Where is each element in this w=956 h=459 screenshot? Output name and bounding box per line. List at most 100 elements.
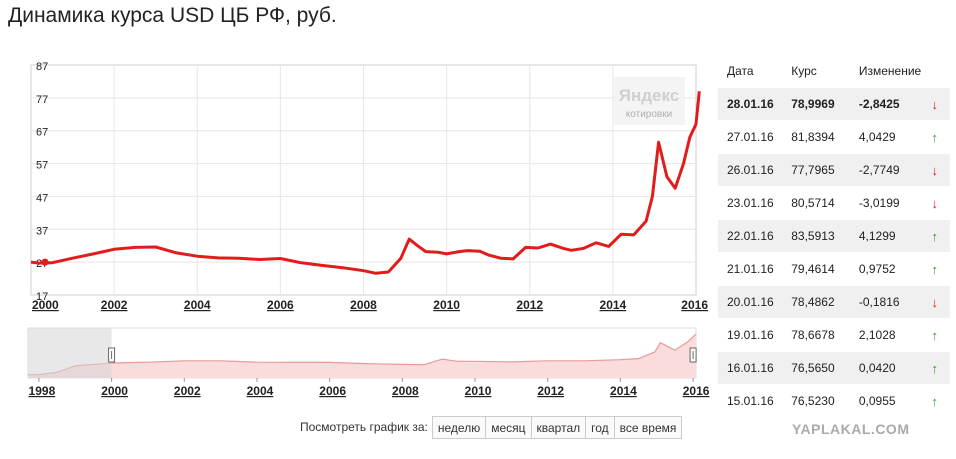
logo-box: [613, 77, 685, 125]
table-row: 15.01.16 76,5230 0,0955 ↑: [718, 384, 950, 417]
navigator-tick-label: 1998: [29, 384, 56, 398]
period-buttons: неделю месяц квартал год все время: [431, 415, 683, 439]
change-cell: 2,1028: [858, 318, 920, 352]
arrow-up-icon: ↑: [919, 351, 950, 385]
yandex-logo: Яндекс котировки: [613, 77, 685, 125]
date-cell: 21.01.16: [718, 252, 792, 286]
period-month-button[interactable]: месяц: [485, 416, 531, 438]
arrow-up-icon: ↑: [919, 252, 950, 286]
date-cell: 20.01.16: [718, 285, 792, 319]
table-row: 28.01.16 78,9969 -2,8425 ↓: [718, 87, 950, 121]
logo-text: Яндекс: [619, 86, 679, 105]
date-cell: 23.01.16: [718, 186, 792, 220]
rate-cell: 76,5650: [791, 351, 859, 385]
x-tick-label: 2006: [267, 298, 294, 312]
rate-cell: 80,5714: [791, 186, 859, 220]
change-cell: 0,9752: [858, 252, 920, 286]
navigator-tick-label: 2016: [683, 384, 710, 398]
table-row: 22.01.16 83,5913 4,1299 ↑: [718, 219, 950, 253]
table-row: 20.01.16 78,4862 -0,1816 ↓: [718, 285, 950, 319]
period-week-button[interactable]: неделю: [432, 416, 486, 438]
period-all-button[interactable]: все время: [613, 416, 682, 438]
change-cell: 4,0429: [858, 120, 920, 154]
arrow-down-icon: ↓: [919, 186, 950, 220]
rate-column-header: Курс: [791, 64, 817, 78]
x-tick-label: 2012: [516, 298, 543, 312]
right-drag-handle[interactable]: [689, 347, 697, 363]
arrow-down-icon: ↓: [919, 285, 950, 319]
arrow-up-icon: ↑: [919, 219, 950, 253]
usd-rate-line: [30, 91, 701, 275]
rate-cell: 78,9969: [791, 87, 859, 121]
period-quarter-button[interactable]: квартал: [530, 416, 586, 438]
rate-cell: 83,5913: [791, 219, 859, 253]
table-row: 23.01.16 80,5714 -3,0199 ↓: [718, 186, 950, 220]
change-cell: 0,0955: [858, 384, 920, 417]
y-tick-label: 17: [36, 291, 48, 303]
period-selector-label: Посмотреть график за:: [300, 420, 428, 434]
x-tick-label: 2014: [600, 298, 627, 312]
x-tick-label: 2000: [32, 298, 59, 312]
x-tick-label: 2016: [681, 298, 708, 312]
rate-cell: 81,8394: [791, 120, 859, 154]
rates-table-body: 28.01.16 78,9969 -2,8425 ↓ 27.01.16 81,8394 4,…: [718, 87, 950, 417]
y-tick-label: 87: [36, 61, 48, 73]
table-row: 26.01.16 77,7965 -2,7749 ↓: [718, 153, 950, 187]
date-cell: 26.01.16: [718, 153, 792, 187]
series-start-marker: [41, 258, 49, 266]
change-cell: -0,1816: [858, 285, 920, 319]
period-selector: Посмотреть график за: неделю месяц кварт…: [300, 415, 683, 439]
yaplakal-watermark: YAPLAKAL.COM: [792, 421, 910, 437]
date-cell: 27.01.16: [718, 120, 792, 154]
date-cell: 22.01.16: [718, 219, 792, 253]
y-tick-label: 37: [36, 225, 48, 237]
change-cell: -2,7749: [858, 153, 920, 187]
navigator-tick-label: 2014: [610, 384, 637, 398]
rate-cell: 78,4862: [791, 285, 859, 319]
date-cell: 28.01.16: [718, 87, 792, 121]
table-row: 27.01.16 81,8394 4,0429 ↑: [718, 120, 950, 154]
navigator-tick-label: 2008: [392, 384, 419, 398]
table-row: 21.01.16 79,4614 0,9752 ↑: [718, 252, 950, 286]
y-tick-label: 67: [36, 127, 48, 139]
navigator-tick-label: 2000: [101, 384, 128, 398]
navigator-tick-label: 2006: [319, 384, 346, 398]
arrow-up-icon: ↑: [919, 120, 950, 154]
period-year-button[interactable]: год: [585, 416, 614, 438]
navigator-line: [28, 333, 697, 376]
navigator-tick-label: 2012: [537, 384, 564, 398]
change-cell: -3,0199: [858, 186, 920, 220]
rate-cell: 78,6678: [791, 318, 859, 352]
y-tick-label: 47: [36, 192, 48, 204]
table-header-row: Дата Курс Изменение: [718, 55, 950, 88]
y-tick-label: 57: [36, 160, 48, 172]
rate-cell: 76,5230: [791, 384, 859, 417]
navigator-chart[interactable]: 1998 2000 2002 2004 2006 2008 2010 2012 2014 2016: [0, 322, 712, 400]
arrow-down-icon: ↓: [919, 153, 950, 187]
x-tick-label: 2002: [101, 298, 128, 312]
arrow-up-icon: ↑: [919, 384, 950, 417]
rates-table: Дата Курс Изменение 28.01.16 78,9969 -2,84…: [718, 55, 950, 417]
arrow-down-icon: ↓: [919, 87, 950, 121]
logo-subtext: котировки: [626, 109, 672, 120]
table-row: 16.01.16 76,5650 0,0420 ↑: [718, 351, 950, 385]
y-tick-label: 77: [36, 94, 48, 106]
x-tick-label: 2004: [184, 298, 211, 312]
date-cell: 15.01.16: [718, 384, 792, 417]
change-column-header: Изменение: [858, 64, 922, 78]
navigator-mask: [28, 328, 112, 378]
navigator-tick-label: 2002: [174, 384, 201, 398]
page-title: Динамика курса USD ЦБ РФ, руб.: [8, 4, 337, 27]
navigator-tick-label: 2010: [465, 384, 492, 398]
x-tick-label: 2010: [433, 298, 460, 312]
change-cell: 4,1299: [858, 219, 920, 253]
change-cell: 0,0420: [858, 351, 920, 385]
left-drag-handle[interactable]: [108, 347, 116, 363]
date-cell: 16.01.16: [718, 351, 792, 385]
date-column-header: Дата: [727, 64, 754, 78]
x-tick-label: 2008: [350, 298, 377, 312]
navigator-area: [28, 334, 696, 378]
rate-cell: 79,4614: [791, 252, 859, 286]
change-cell: -2,8425: [858, 87, 920, 121]
